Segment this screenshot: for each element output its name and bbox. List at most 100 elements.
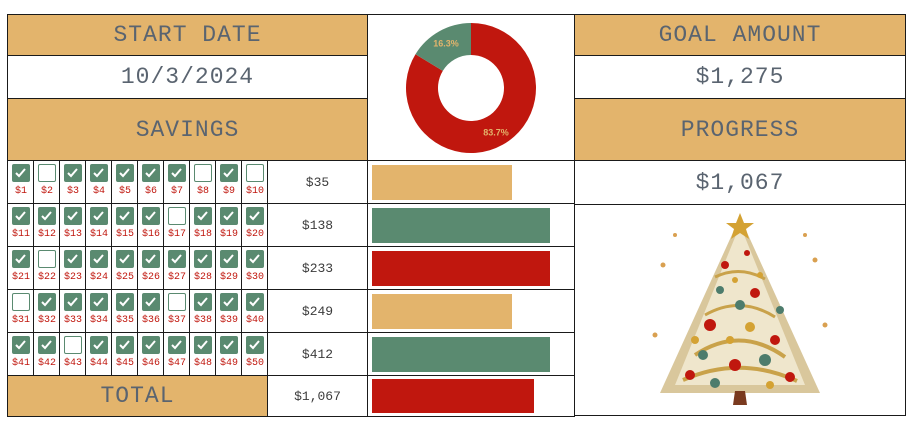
savings-cell: $20 bbox=[242, 204, 268, 247]
cell-amount-label: $34 bbox=[89, 315, 108, 326]
cell-amount-label: $36 bbox=[141, 315, 160, 326]
christmas-tree-icon bbox=[652, 213, 828, 405]
row-bar-cell-4 bbox=[367, 289, 575, 333]
unchecked-checkbox[interactable] bbox=[168, 207, 186, 225]
checked-checkbox[interactable] bbox=[116, 293, 134, 311]
checked-checkbox[interactable] bbox=[142, 250, 160, 268]
goal-amount-value[interactable]: $1,275 bbox=[574, 55, 906, 99]
checked-checkbox[interactable] bbox=[142, 207, 160, 225]
savings-cell: $48 bbox=[190, 333, 216, 376]
checked-checkbox[interactable] bbox=[246, 250, 264, 268]
checked-checkbox[interactable] bbox=[12, 250, 30, 268]
unchecked-checkbox[interactable] bbox=[194, 164, 212, 182]
checked-checkbox[interactable] bbox=[168, 164, 186, 182]
checked-checkbox[interactable] bbox=[116, 336, 134, 354]
checked-checkbox[interactable] bbox=[64, 207, 82, 225]
checked-checkbox[interactable] bbox=[38, 336, 56, 354]
checked-checkbox[interactable] bbox=[220, 207, 238, 225]
checked-checkbox[interactable] bbox=[142, 293, 160, 311]
unchecked-checkbox[interactable] bbox=[64, 336, 82, 354]
checked-checkbox[interactable] bbox=[168, 336, 186, 354]
checked-checkbox[interactable] bbox=[12, 207, 30, 225]
unchecked-checkbox[interactable] bbox=[38, 164, 56, 182]
row-amount-1: $35 bbox=[267, 160, 368, 204]
cell-amount-label: $17 bbox=[167, 229, 186, 240]
savings-cell: $10 bbox=[242, 161, 268, 204]
checked-checkbox[interactable] bbox=[90, 250, 108, 268]
cell-amount-label: $15 bbox=[115, 229, 134, 240]
checked-checkbox[interactable] bbox=[194, 207, 212, 225]
savings-cell: $43 bbox=[60, 333, 86, 376]
cell-amount-label: $2 bbox=[40, 186, 53, 197]
cell-amount-label: $29 bbox=[219, 272, 238, 283]
checked-checkbox[interactable] bbox=[90, 164, 108, 182]
checked-checkbox[interactable] bbox=[194, 336, 212, 354]
savings-cell: $30 bbox=[242, 247, 268, 290]
checked-checkbox[interactable] bbox=[194, 293, 212, 311]
progress-amount-value: $1,067 bbox=[574, 160, 906, 205]
checked-checkbox[interactable] bbox=[220, 250, 238, 268]
cell-amount-label: $44 bbox=[89, 358, 108, 369]
savings-cell: $28 bbox=[190, 247, 216, 290]
unchecked-checkbox[interactable] bbox=[168, 293, 186, 311]
checked-checkbox[interactable] bbox=[38, 293, 56, 311]
total-progress-bar bbox=[372, 379, 534, 413]
checked-checkbox[interactable] bbox=[64, 164, 82, 182]
savings-cell: $35 bbox=[112, 290, 138, 333]
checked-checkbox[interactable] bbox=[38, 207, 56, 225]
checked-checkbox[interactable] bbox=[116, 207, 134, 225]
row-progress-bar bbox=[372, 251, 550, 286]
checked-checkbox[interactable] bbox=[246, 293, 264, 311]
cell-amount-label: $12 bbox=[37, 229, 56, 240]
checked-checkbox[interactable] bbox=[220, 164, 238, 182]
checked-checkbox[interactable] bbox=[64, 293, 82, 311]
cell-amount-label: $8 bbox=[196, 186, 209, 197]
start-date-value[interactable]: 10/3/2024 bbox=[7, 55, 368, 99]
row-amount-2: $138 bbox=[267, 203, 368, 247]
checked-checkbox[interactable] bbox=[116, 250, 134, 268]
checked-checkbox[interactable] bbox=[90, 207, 108, 225]
savings-cell: $5 bbox=[112, 161, 138, 204]
total-bar-cell bbox=[367, 375, 575, 417]
savings-cell: $46 bbox=[138, 333, 164, 376]
checked-checkbox[interactable] bbox=[116, 164, 134, 182]
row-progress-bar bbox=[372, 337, 550, 372]
donut-label-remaining: 16.3% bbox=[433, 39, 459, 49]
checked-checkbox[interactable] bbox=[142, 336, 160, 354]
checked-checkbox[interactable] bbox=[246, 207, 264, 225]
savings-cell: $17 bbox=[164, 204, 190, 247]
checked-checkbox[interactable] bbox=[12, 164, 30, 182]
checked-checkbox[interactable] bbox=[142, 164, 160, 182]
row-amount-text: $138 bbox=[301, 217, 334, 233]
checked-checkbox[interactable] bbox=[90, 293, 108, 311]
savings-header: SAVINGS bbox=[7, 98, 368, 161]
row-amount-text: $249 bbox=[301, 303, 334, 319]
start-date-header: START DATE bbox=[7, 14, 368, 56]
checked-checkbox[interactable] bbox=[168, 250, 186, 268]
cell-amount-label: $22 bbox=[37, 272, 56, 283]
savings-cell: $15 bbox=[112, 204, 138, 247]
checked-checkbox[interactable] bbox=[12, 336, 30, 354]
checked-checkbox[interactable] bbox=[246, 336, 264, 354]
checkbox-row: $21 $22 $23 $24 $25 $26 $27 $28 $29 $30 bbox=[8, 247, 268, 290]
savings-cell: $29 bbox=[216, 247, 242, 290]
cell-amount-label: $35 bbox=[115, 315, 134, 326]
unchecked-checkbox[interactable] bbox=[12, 293, 30, 311]
total-label: TOTAL bbox=[100, 383, 175, 409]
row-amount-text: $35 bbox=[305, 174, 330, 190]
savings-cell: $7 bbox=[164, 161, 190, 204]
checked-checkbox[interactable] bbox=[90, 336, 108, 354]
checked-checkbox[interactable] bbox=[220, 336, 238, 354]
checked-checkbox[interactable] bbox=[220, 293, 238, 311]
unchecked-checkbox[interactable] bbox=[38, 250, 56, 268]
cell-amount-label: $47 bbox=[167, 358, 186, 369]
cell-amount-label: $1 bbox=[14, 186, 27, 197]
goal-amount-header: GOAL AMOUNT bbox=[574, 14, 906, 56]
unchecked-checkbox[interactable] bbox=[246, 164, 264, 182]
savings-cell: $41 bbox=[8, 333, 34, 376]
start-date-label: START DATE bbox=[113, 22, 262, 48]
checked-checkbox[interactable] bbox=[64, 250, 82, 268]
progress-donut-chart: 83.7% 16.3% bbox=[367, 14, 575, 161]
checked-checkbox[interactable] bbox=[194, 250, 212, 268]
cell-amount-label: $40 bbox=[245, 315, 264, 326]
